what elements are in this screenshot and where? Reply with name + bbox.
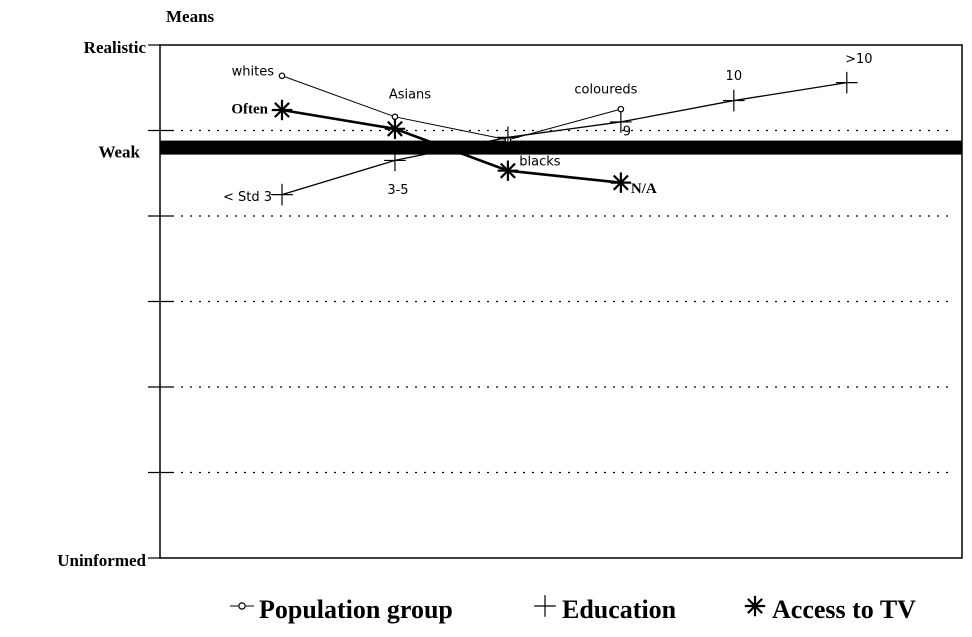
point-label: Often: [231, 101, 268, 117]
point-label: blacks: [519, 154, 561, 169]
series-line: [281, 108, 622, 184]
marker: [499, 162, 516, 179]
legend-label: Access to TV: [772, 595, 916, 624]
data-point: [384, 118, 406, 139]
data-point: [610, 172, 632, 193]
reference-band: [160, 140, 962, 155]
data-point: [497, 126, 519, 149]
data-point: [271, 99, 293, 121]
y-tick-label: Realistic: [84, 38, 147, 57]
marker: [387, 120, 403, 137]
y-tick-label: Uninformed: [57, 551, 146, 570]
data-point: [278, 72, 286, 80]
y-tick-label: Weak: [98, 143, 140, 162]
legend-marker: [230, 602, 254, 610]
legend-label: Education: [562, 595, 677, 624]
point-label: 10: [726, 69, 743, 84]
marker: [238, 602, 246, 610]
marker: [612, 174, 629, 191]
point-label: < Std 3: [223, 190, 272, 205]
point-label: 9: [623, 124, 631, 139]
point-label: coloureds: [574, 83, 637, 98]
data-point: [617, 105, 625, 113]
y-axis-title: Means: [166, 7, 215, 26]
marker: [747, 598, 763, 614]
data-point: [835, 71, 858, 94]
point-label: 3-5: [387, 183, 408, 198]
legend-label: Population group: [259, 595, 453, 624]
legend-marker: [744, 595, 766, 617]
point-label: whites: [232, 64, 275, 79]
marker: [274, 102, 290, 118]
point-label: Asians: [389, 87, 431, 102]
data-point: [723, 89, 745, 112]
series-line: [281, 81, 847, 196]
series-line: [281, 75, 621, 141]
point-label: N/A: [631, 181, 657, 197]
marker: [617, 105, 625, 113]
point-label: >10: [845, 52, 872, 67]
data-point: [497, 160, 519, 181]
legend-marker: [534, 595, 556, 617]
marker: [278, 72, 286, 80]
data-point: [384, 149, 406, 172]
data-point: [271, 183, 293, 206]
data-point: [610, 111, 632, 133]
